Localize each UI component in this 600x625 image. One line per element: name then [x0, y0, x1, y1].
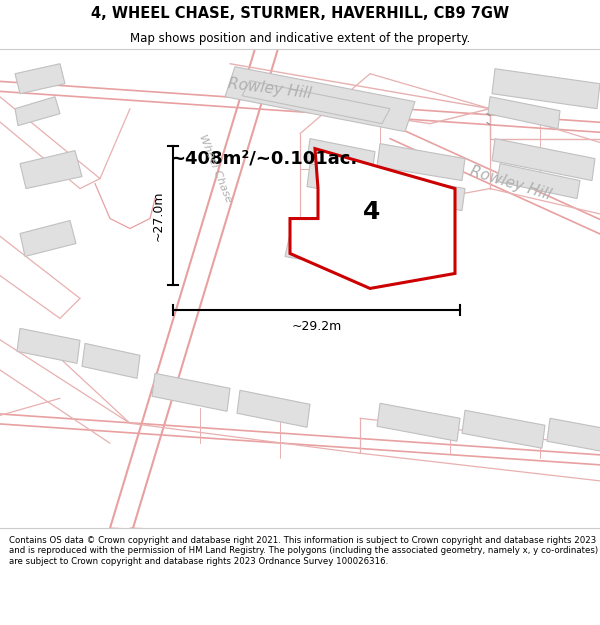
Text: 4: 4 [362, 200, 380, 224]
Polygon shape [82, 343, 140, 378]
Polygon shape [15, 97, 60, 126]
Polygon shape [152, 373, 230, 411]
Polygon shape [242, 81, 390, 124]
Polygon shape [307, 139, 375, 174]
Polygon shape [20, 221, 76, 256]
Polygon shape [547, 418, 600, 454]
Polygon shape [285, 234, 420, 281]
Polygon shape [15, 64, 65, 94]
Text: ~408m²/~0.101ac.: ~408m²/~0.101ac. [170, 149, 357, 168]
Polygon shape [492, 139, 595, 181]
Polygon shape [290, 149, 455, 289]
Polygon shape [488, 97, 560, 129]
Polygon shape [497, 164, 580, 199]
Text: Map shows position and indicative extent of the property.: Map shows position and indicative extent… [130, 31, 470, 44]
Text: ~29.2m: ~29.2m [292, 321, 341, 333]
Polygon shape [17, 328, 80, 363]
Text: Rowley Hill: Rowley Hill [227, 76, 313, 101]
Text: ~27.0m: ~27.0m [152, 190, 165, 241]
Polygon shape [377, 403, 460, 441]
Polygon shape [225, 67, 415, 132]
Text: Rowley Hill: Rowley Hill [467, 164, 553, 203]
Text: 4, WHEEL CHASE, STURMER, HAVERHILL, CB9 7GW: 4, WHEEL CHASE, STURMER, HAVERHILL, CB9 … [91, 6, 509, 21]
Polygon shape [377, 144, 465, 181]
Polygon shape [492, 69, 600, 109]
Text: Wheel Chase: Wheel Chase [197, 133, 233, 204]
Text: Contains OS data © Crown copyright and database right 2021. This information is : Contains OS data © Crown copyright and d… [9, 536, 598, 566]
Polygon shape [237, 390, 310, 428]
Polygon shape [307, 164, 375, 199]
Polygon shape [20, 151, 82, 189]
Polygon shape [462, 410, 545, 448]
Polygon shape [377, 174, 465, 211]
